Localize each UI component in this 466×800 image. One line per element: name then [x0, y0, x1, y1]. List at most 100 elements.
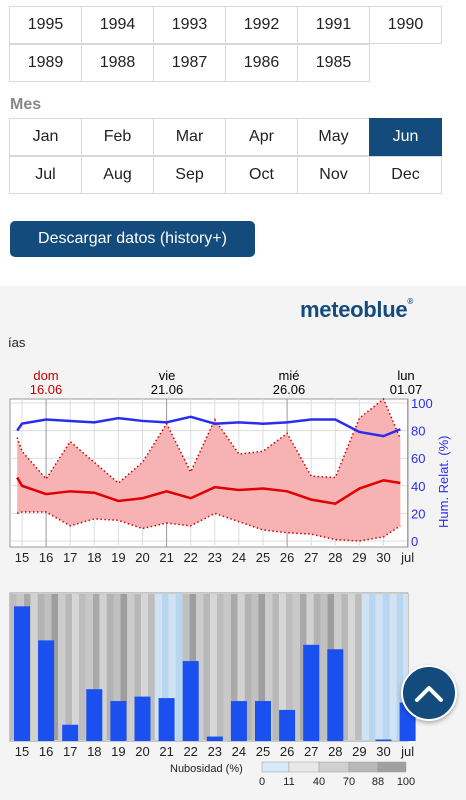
year-button-1988[interactable]: 1988	[81, 44, 154, 82]
month-button-oct[interactable]: Oct	[225, 156, 298, 194]
month-button-jun[interactable]: Jun	[369, 118, 442, 156]
day-marker: dom 16.06	[16, 369, 76, 397]
precip-bar	[134, 696, 151, 741]
cloud-legend-tick: 40	[313, 776, 325, 788]
cloud-cover-stripe	[72, 594, 79, 740]
cloud-cover-stripe	[127, 594, 135, 740]
cloud-cover-stripe	[141, 594, 148, 740]
precip-bar	[303, 644, 320, 741]
year-button-1995[interactable]: 1995	[9, 6, 82, 44]
cloud-cover-stripe	[286, 594, 293, 740]
cloud-cover-stripe	[85, 594, 93, 740]
cloud-cover-stripe	[106, 594, 114, 740]
cloud-cover-stripe	[389, 594, 397, 740]
month-button-mar[interactable]: Mar	[153, 118, 226, 156]
cloud-cover-stripe	[148, 594, 155, 740]
precip-bar	[86, 689, 103, 741]
year-button-1990[interactable]: 1990	[369, 6, 442, 44]
x-tick-label: 20	[135, 550, 149, 565]
year-button-1985[interactable]: 1985	[297, 44, 370, 82]
y-tick-label: 80	[411, 424, 425, 439]
cloud-legend-swatch	[318, 761, 350, 773]
cloud-cover-stripe	[120, 594, 128, 740]
year-button-1987[interactable]: 1987	[153, 44, 226, 82]
x-tick-label: 30	[376, 550, 390, 565]
cloud-cover-stripe	[10, 594, 17, 740]
month-button-may[interactable]: May	[297, 118, 370, 156]
day-marker-date: 26.06	[272, 382, 306, 397]
month-button-aug[interactable]: Aug	[81, 156, 154, 194]
cloud-cover-stripe	[396, 594, 404, 740]
year-button-1993[interactable]: 1993	[153, 6, 226, 44]
y-axis-label: Hum. Relat. (%)	[436, 436, 451, 528]
scroll-to-top-button[interactable]	[401, 665, 457, 721]
x-tick-label: 18	[87, 744, 101, 759]
x-tick-label: 25	[256, 744, 270, 759]
cloud-cover-stripe	[175, 594, 183, 740]
humidity-mean-line	[16, 476, 401, 506]
x-tick-label: 28	[328, 550, 342, 565]
month-button-apr[interactable]: Apr	[225, 118, 298, 156]
cloud-cover-stripe	[65, 594, 73, 740]
cloud-cover-stripe	[99, 594, 107, 740]
y-tick-label: 0	[411, 534, 418, 549]
precip-bar	[206, 736, 223, 741]
cloud-cover-stripe	[237, 594, 245, 740]
x-tick-label: jul	[400, 744, 414, 759]
download-data-button[interactable]: Descargar datos (history+)	[10, 221, 255, 257]
cloud-cover-stripe	[92, 594, 100, 740]
day-marker: vie 21.06	[137, 369, 197, 397]
month-button-nov[interactable]: Nov	[297, 156, 370, 194]
x-tick-label: 16	[39, 550, 53, 565]
month-button-dec[interactable]: Dec	[369, 156, 442, 194]
day-marker: mié 26.06	[259, 369, 319, 397]
cloud-cover-stripe	[265, 594, 273, 740]
humidity-min-line	[16, 511, 401, 542]
precip-bar	[110, 701, 127, 741]
cloud-cover-stripe	[368, 594, 376, 740]
precip-bar	[14, 606, 30, 741]
year-button-1994[interactable]: 1994	[81, 6, 154, 44]
cloud-cover-stripe	[258, 594, 266, 740]
cloud-legend-swatch	[348, 761, 379, 773]
x-tick-label: 15	[15, 550, 29, 565]
year-button-1986[interactable]: 1986	[225, 44, 298, 82]
x-tick-label: jul	[400, 550, 414, 565]
month-button-feb[interactable]: Feb	[81, 118, 154, 156]
cloud-legend-swatch	[261, 761, 290, 773]
cloud-cover-stripe	[223, 594, 231, 740]
month-button-jan[interactable]: Jan	[9, 118, 82, 156]
x-tick-label: 25	[256, 550, 270, 565]
x-tick-label: 17	[63, 744, 77, 759]
cloud-legend-tick: 0	[259, 776, 265, 788]
humidity-range-band	[17, 399, 401, 541]
y-tick-label: 20	[411, 506, 425, 521]
cloud-cover-stripe	[251, 594, 259, 740]
cloud-cover-stripe	[161, 594, 169, 740]
cloud-legend-tick: 88	[372, 776, 384, 788]
cloud-legend-swatch	[288, 761, 320, 773]
year-button-1991[interactable]: 1991	[297, 6, 370, 44]
x-tick-label: 15	[15, 744, 29, 759]
cloud-cover-stripe	[244, 594, 252, 740]
precip-bar	[230, 701, 247, 741]
year-button-1989[interactable]: 1989	[9, 44, 82, 82]
x-tick-label: 23	[208, 744, 222, 759]
month-button-jul[interactable]: Jul	[9, 156, 82, 194]
x-tick-label: 16	[39, 744, 53, 759]
precip-bar	[255, 701, 271, 741]
cloud-cover-stripe	[320, 594, 328, 740]
x-tick-label: 29	[352, 744, 366, 759]
x-tick-label: 23	[208, 550, 222, 565]
cloud-cover-stripe	[79, 594, 86, 740]
day-marker-weekday: vie	[158, 368, 176, 383]
x-tick-label: 28	[328, 744, 342, 759]
cloud-legend-tick: 70	[343, 776, 355, 788]
day-marker-date: 16.06	[29, 382, 63, 397]
x-tick-label: 21	[159, 550, 173, 565]
precip-bar	[182, 661, 199, 741]
cloud-cover-stripe	[355, 594, 362, 740]
day-marker-weekday: mié	[278, 368, 300, 383]
precip-bar	[38, 640, 55, 741]
cloud-cover-stripe	[292, 594, 300, 740]
